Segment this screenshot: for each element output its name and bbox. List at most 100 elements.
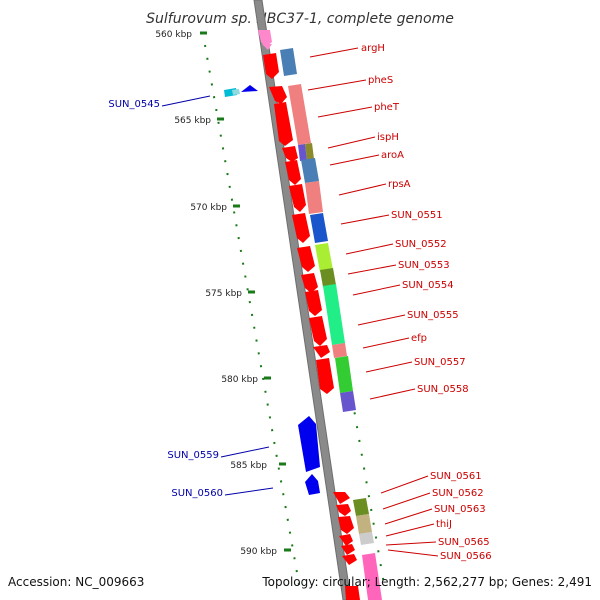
gene-feature-r8 (301, 273, 318, 293)
gene-label-sun0557: SUN_0557 (414, 357, 466, 368)
gene-feature-r1 (269, 86, 287, 104)
leader-sun0559 (220, 446, 270, 458)
reverse-gene-labels (161, 95, 274, 496)
position-tick-labels: 560 kbp 565 kbp 570 kbp 575 kbp 580 kbp … (155, 30, 277, 557)
gene-feature-r5 (289, 184, 306, 212)
gene-feature-r16 (339, 534, 353, 546)
cog-block-sun0552 (315, 243, 333, 272)
gene-label-sun0566: SUN_0566 (440, 551, 492, 562)
cog-block-sun0561 (353, 498, 369, 516)
cog-block-bottom-pink (362, 553, 382, 600)
gene-label-sun0551: SUN_0551 (391, 210, 443, 221)
gene-label-thij: thiJ (436, 519, 452, 530)
gene-feature-arghr (263, 53, 279, 79)
major-ticks (200, 31, 291, 552)
gene-feature-r13 (333, 492, 350, 504)
leader-sun0558 (369, 388, 416, 400)
gene-label-aroa: aroA (381, 150, 404, 161)
accession-text: Accession: NC_009663 (8, 575, 144, 589)
leader-sun0553 (347, 264, 397, 275)
leader-sun0565 (385, 541, 437, 546)
leader-sun0560 (224, 487, 274, 496)
leader-sun0562 (382, 492, 431, 510)
gene-label-sun0558: SUN_0558 (417, 384, 469, 395)
gene-feature-r11 (313, 345, 330, 358)
leader-sun0552 (345, 243, 394, 255)
cog-block-sun0558 (340, 391, 356, 412)
outer-dotted-track (204, 44, 301, 591)
tick-label-580: 580 kbp (221, 375, 258, 385)
cog-block-sun0554-55 (323, 284, 345, 345)
cog-block-sun0553 (320, 268, 336, 287)
tick-label-565: 565 kbp (174, 116, 211, 126)
tick-label-575: 575 kbp (205, 289, 242, 299)
leader-thij (385, 523, 435, 537)
leader-sun0561 (380, 475, 429, 494)
outer-dotted-line (204, 44, 301, 591)
cog-block-sun0562 (356, 514, 372, 534)
gene-feature-r19 (345, 586, 360, 600)
forward-gene-labels (307, 47, 439, 557)
leader-sun0563 (384, 508, 433, 525)
gene-label-sun0565: SUN_0565 (438, 537, 490, 548)
tick-label-585: 585 kbp (230, 461, 267, 471)
cog-block-sun0551 (310, 213, 328, 243)
leader-sun0554 (352, 284, 401, 296)
gene-label-argh: argH (361, 43, 385, 54)
leader-sun0545 (161, 95, 211, 107)
gene-label-efp: efp (411, 333, 427, 344)
leader-argh (309, 47, 359, 58)
gene-feature-r10 (309, 316, 327, 346)
leader-phes (307, 79, 367, 91)
leader-sun0555 (357, 314, 406, 326)
gene-label-rpsa: rpsA (388, 179, 411, 190)
gene-feature-sun0545-b (232, 89, 240, 95)
gene-label-phes: pheS (368, 75, 393, 86)
gene-label-sun0562: SUN_0562 (432, 488, 484, 499)
gene-feature-top-pink-arrow (262, 44, 272, 50)
gene-feature-sun0545-arrow (241, 85, 258, 92)
reverse-strand-genes (224, 85, 320, 495)
leader-rpsa (338, 183, 387, 196)
gene-feature-r18 (342, 554, 357, 565)
cog-block-isph-b (305, 143, 314, 160)
gene-label-sun0552: SUN_0552 (395, 239, 447, 250)
gene-label-sun0555: SUN_0555 (407, 310, 459, 321)
forward-strand-genes-cog (280, 48, 382, 600)
leader-sun0566 (387, 549, 439, 557)
tick-label-560: 560 kbp (155, 30, 192, 40)
gene-feature-sun0560 (305, 474, 320, 495)
tick-label-570: 570 kbp (190, 203, 227, 213)
gene-feature-r4 (285, 160, 301, 185)
gene-label-sun0561: SUN_0561 (430, 471, 482, 482)
genome-backbone (253, 0, 352, 600)
gene-feature-r3 (282, 146, 298, 162)
leader-phet (317, 106, 373, 118)
cog-block-efp (332, 343, 347, 358)
leader-sun0557 (365, 361, 413, 373)
leader-efp (362, 337, 410, 349)
gene-feature-sun0559 (298, 416, 320, 472)
cog-block-sun0557 (335, 356, 353, 393)
gene-feature-r17 (341, 544, 355, 555)
gene-feature-r15 (338, 516, 354, 534)
gene-feature-r6 (292, 213, 310, 243)
reverse-gene-label-texts: SUN_0545 SUN_0559 SUN_0560 (108, 99, 223, 499)
leader-aroa (329, 154, 380, 166)
genome-summary-text: Topology: circular; Length: 2,562,277 bp… (261, 575, 592, 589)
leader-isph (327, 136, 376, 149)
leader-sun0551 (340, 214, 390, 225)
tick-label-590: 590 kbp (240, 547, 277, 557)
gene-feature-r14 (336, 504, 351, 516)
gene-label-sun0559: SUN_0559 (167, 450, 219, 461)
cog-block-isph-a (298, 144, 307, 161)
gene-feature-r2 (274, 102, 293, 146)
gene-label-sun0553: SUN_0553 (398, 260, 450, 271)
gene-label-sun0560: SUN_0560 (171, 488, 223, 499)
forward-strand-genes-red (258, 30, 360, 600)
gene-label-sun0563: SUN_0563 (434, 504, 486, 515)
cog-block-phes-phet (288, 84, 311, 145)
cog-block-sun0563 (359, 532, 374, 545)
gene-label-isph: ispH (377, 132, 399, 143)
gene-feature-r9 (305, 290, 322, 316)
